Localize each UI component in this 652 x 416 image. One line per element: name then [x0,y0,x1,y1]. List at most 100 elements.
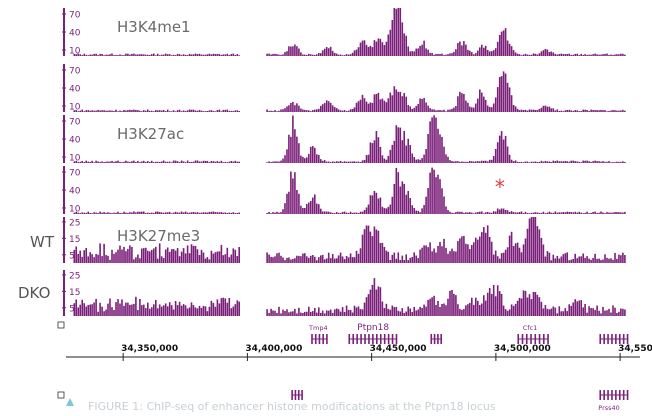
signal-bar [471,212,473,214]
signal-bar [107,161,109,163]
signal-bar [288,105,290,112]
signal-bar [556,313,559,316]
signal-bar [125,53,127,56]
signal-bar [405,194,407,214]
signal-bar [214,212,217,214]
signal-bar [347,212,350,214]
signal-bar [198,255,201,263]
signal-bar [182,54,185,56]
signal-bar [230,110,233,112]
signal-bar [419,212,421,214]
signal-bar [508,87,511,112]
signal-bar [355,102,358,112]
signal-bar [270,213,272,214]
signal-bar [594,53,596,56]
signal-bar [385,303,388,316]
signal-bar [403,93,405,112]
signal-bar [345,54,348,56]
signal-bar [606,212,608,214]
signal-bar [484,160,487,163]
signal-bar [220,244,223,263]
signal-bar [329,102,332,112]
signal-bar [331,50,334,56]
signal-bar [176,212,179,214]
signal-bar [534,161,537,163]
signal-bar [598,161,600,163]
signal-bar [363,229,366,263]
signal-bar [417,48,419,56]
signal-bar [304,158,306,163]
signal-bar [129,109,131,112]
gene-label: Tmp4 [308,324,328,332]
signal-bar [558,54,561,56]
signal-bar [216,161,219,163]
signal-bar [393,184,396,214]
signal-bar [363,160,366,163]
signal-bar [91,254,93,263]
signal-bar [461,161,463,163]
signal-bar [268,211,270,214]
signal-bar [77,254,79,263]
signal-bar [147,250,149,263]
signal-bar [178,256,181,263]
signal-bar [95,53,97,56]
signal-bar [624,309,626,316]
signal-bar [117,111,119,112]
signal-bar [93,257,95,263]
signal-bar [536,212,539,214]
signal-bar [220,298,223,316]
signal-bar [216,54,219,56]
signal-bar [113,212,115,214]
signal-bar [413,51,415,56]
signal-bar [415,255,417,263]
signal-bar [425,196,427,214]
signal-bar [614,212,616,214]
signal-bar [484,232,487,263]
signal-bar [397,127,400,163]
signal-bar [345,212,348,214]
signal-bar [566,311,568,316]
signal-bar [554,161,557,163]
signal-bar [574,211,576,214]
signal-bar [477,300,479,316]
signal-bar [302,253,304,263]
signal-bar [536,226,539,263]
signal-bar [578,161,580,163]
signal-bar [214,252,217,263]
signal-bar [447,54,449,56]
signal-bar [111,53,113,56]
signal-bar [490,241,493,263]
signal-bar [119,245,121,263]
signal-bar [318,257,320,263]
signal-bar [367,154,370,163]
signal-bar [494,48,497,56]
signal-bar [312,110,314,112]
signal-bar [268,312,270,316]
signal-bar [339,110,342,112]
signal-bar [170,162,173,163]
signal-bar [194,245,197,263]
signal-bar [530,217,533,263]
gene-exon [611,390,613,400]
signal-bar [357,161,360,163]
signal-bar [308,153,310,163]
signal-bar [172,110,175,112]
signal-bar [451,161,453,163]
signal-bar [296,190,298,214]
signal-bar [226,162,229,163]
signal-bar [91,160,93,163]
signal-bar [361,160,364,163]
signal-bar [97,311,99,316]
signal-bar [107,303,109,316]
gene-model: Prss40 [598,390,629,412]
signal-bar [109,212,111,214]
signal-bar [212,211,215,214]
signal-bar [212,53,215,56]
signal-bar [196,54,199,56]
signal-bar [395,306,398,316]
signal-bar [395,125,398,163]
signal-bar [369,195,372,214]
signal-bar [614,307,616,316]
signal-bar [272,310,274,316]
